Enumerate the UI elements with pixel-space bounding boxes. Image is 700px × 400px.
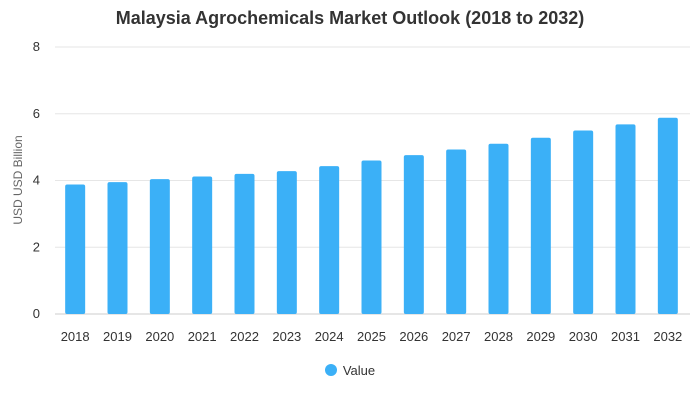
bar-2029[interactable] <box>530 137 551 314</box>
x-tick-label: 2030 <box>569 329 598 344</box>
y-tick-label: 4 <box>33 173 40 188</box>
x-tick-label: 2026 <box>399 329 428 344</box>
bar-2031[interactable] <box>615 124 636 315</box>
bar-2020[interactable] <box>149 179 170 314</box>
bar-2032[interactable] <box>657 117 678 314</box>
bar-2028[interactable] <box>488 143 509 314</box>
x-axis-ticks: 2018 2019 2020 2021 2022 2023 2024 2025 2026 2027… <box>61 329 683 344</box>
y-axis-ticks: 0 2 4 6 8 <box>33 39 40 321</box>
y-tick-label: 0 <box>33 306 40 321</box>
bar-2027[interactable] <box>446 149 467 314</box>
x-tick-label: 2025 <box>357 329 386 344</box>
bar-2024[interactable] <box>319 166 340 314</box>
x-tick-label: 2019 <box>103 329 132 344</box>
bar-2023[interactable] <box>276 171 297 314</box>
bar-2019[interactable] <box>107 182 128 314</box>
bar-2025[interactable] <box>361 160 382 314</box>
y-axis-label: USD USD Billion <box>11 135 25 224</box>
legend-label: Value <box>342 362 376 378</box>
x-tick-label: 2020 <box>145 329 174 344</box>
bars <box>65 117 678 315</box>
x-tick-label: 2027 <box>442 329 471 344</box>
y-tick-label: 2 <box>33 239 40 254</box>
x-tick-label: 2031 <box>611 329 640 344</box>
x-tick-label: 2028 <box>484 329 513 344</box>
bar-2026[interactable] <box>403 155 424 314</box>
bar-2022[interactable] <box>234 173 255 314</box>
y-tick-label: 6 <box>33 106 40 121</box>
x-tick-label: 2021 <box>188 329 217 344</box>
x-tick-label: 2022 <box>230 329 259 344</box>
x-tick-label: 2029 <box>526 329 555 344</box>
legend-marker-icon <box>324 364 337 376</box>
bar-2021[interactable] <box>192 176 213 314</box>
x-tick-label: 2023 <box>272 329 301 344</box>
chart-title: Malaysia Agrochemicals Market Outlook (2… <box>115 8 585 28</box>
chart-legend[interactable]: Value <box>0 361 700 379</box>
bar-2018[interactable] <box>65 184 86 314</box>
x-tick-label: 2024 <box>315 329 344 344</box>
x-tick-label: 2018 <box>61 329 90 344</box>
y-tick-label: 8 <box>33 39 40 54</box>
x-tick-label: 2032 <box>653 329 682 344</box>
bar-2030[interactable] <box>573 130 594 314</box>
